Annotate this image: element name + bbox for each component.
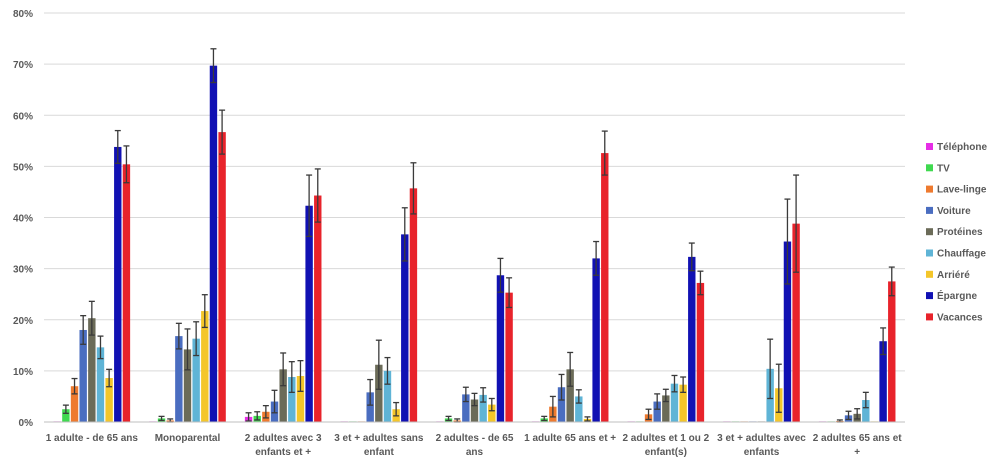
y-tick-label: 80% bbox=[13, 9, 33, 20]
legend-swatch bbox=[926, 313, 933, 321]
bar bbox=[792, 223, 800, 422]
x-tick-label: 1 adulte 65 ans et + bbox=[524, 433, 616, 444]
bar bbox=[688, 256, 696, 422]
bar bbox=[401, 234, 409, 422]
bar bbox=[70, 386, 79, 422]
bar bbox=[679, 384, 687, 422]
bar bbox=[201, 311, 209, 422]
bar bbox=[114, 146, 122, 422]
bar bbox=[670, 383, 679, 422]
bar bbox=[105, 378, 113, 422]
x-tick-label: 2 adultes et 1 ou 2 bbox=[622, 433, 709, 444]
bar bbox=[662, 395, 670, 422]
bar bbox=[566, 369, 574, 422]
bar bbox=[496, 275, 505, 422]
legend-swatch bbox=[926, 292, 933, 300]
legend-entry: TV bbox=[937, 163, 950, 174]
bar bbox=[783, 241, 792, 422]
x-tick-label: enfant bbox=[364, 447, 395, 458]
legend-entry: Lave-linge bbox=[937, 185, 987, 196]
y-tick-label: 50% bbox=[13, 162, 33, 173]
bar bbox=[879, 341, 887, 422]
bar bbox=[479, 394, 487, 422]
y-tick-label: 40% bbox=[13, 214, 33, 225]
bar bbox=[375, 364, 383, 422]
x-tick-label: enfant(s) bbox=[645, 447, 687, 458]
legend-entry: Vacances bbox=[937, 312, 983, 323]
bar bbox=[862, 400, 870, 422]
legend-swatch bbox=[926, 206, 933, 214]
bar bbox=[79, 329, 87, 422]
legend-entry: Téléphone bbox=[937, 142, 987, 153]
bar bbox=[575, 396, 583, 422]
x-tick-label: 1 adulte - de 65 ans bbox=[46, 433, 139, 444]
x-axis: 1 adulte - de 65 ans Monoparental 2 adulte… bbox=[44, 421, 905, 458]
bar bbox=[383, 370, 392, 423]
x-tick-label: 2 adultes - de 65 bbox=[436, 433, 514, 444]
y-axis: 0% 10% 20% 30% 40% 50% 60% 70% 80% bbox=[13, 9, 33, 429]
bar bbox=[366, 392, 374, 422]
bar bbox=[122, 164, 131, 422]
x-tick-label: Monoparental bbox=[155, 433, 221, 444]
legend-swatch bbox=[926, 164, 933, 172]
x-tick-label: 3 et + adultes sans bbox=[334, 433, 424, 444]
legend-swatch bbox=[926, 249, 933, 257]
bar bbox=[653, 401, 661, 422]
bar bbox=[279, 369, 287, 422]
bar bbox=[183, 349, 192, 422]
bar bbox=[296, 375, 305, 422]
x-tick-label: 3 et + adultes avec bbox=[717, 433, 806, 444]
legend: Téléphone TV Lave-linge Voiture Protéines Cha… bbox=[926, 142, 987, 323]
legend-swatch bbox=[926, 228, 933, 236]
bar bbox=[62, 409, 70, 422]
bar bbox=[888, 281, 896, 422]
bar bbox=[218, 132, 226, 422]
y-tick-label: 30% bbox=[13, 265, 33, 276]
bar bbox=[88, 318, 96, 422]
legend-swatch bbox=[926, 185, 933, 193]
bar bbox=[96, 347, 105, 422]
bar bbox=[175, 336, 183, 422]
legend-swatch bbox=[926, 270, 933, 278]
x-tick-label: ans bbox=[466, 447, 484, 458]
bar bbox=[462, 394, 470, 422]
bar bbox=[470, 399, 479, 422]
bar bbox=[288, 377, 296, 422]
bar bbox=[305, 205, 313, 422]
error-bars bbox=[62, 48, 895, 423]
bar bbox=[505, 292, 513, 422]
x-tick-label: enfants bbox=[744, 447, 780, 458]
gridlines bbox=[44, 12, 905, 423]
bar bbox=[209, 65, 218, 422]
x-tick-label: enfants et + bbox=[255, 447, 311, 458]
bar bbox=[601, 153, 609, 422]
y-tick-label: 70% bbox=[13, 60, 33, 71]
legend-swatch bbox=[926, 143, 933, 150]
x-tick-label: + bbox=[854, 447, 860, 458]
legend-entry: Arriéré bbox=[937, 270, 970, 281]
bar bbox=[409, 188, 418, 422]
y-tick-label: 60% bbox=[13, 111, 33, 122]
x-tick-label: 2 adultes 65 ans et bbox=[813, 433, 903, 444]
legend-entry: Voiture bbox=[937, 206, 971, 217]
y-tick-label: 20% bbox=[13, 316, 33, 327]
bar bbox=[192, 338, 200, 422]
bar bbox=[557, 387, 566, 422]
x-tick-label: 2 adultes avec 3 bbox=[245, 433, 322, 444]
legend-entry: Protéines bbox=[937, 227, 983, 238]
legend-entry: Chauffage bbox=[937, 249, 986, 260]
y-tick-label: 10% bbox=[13, 367, 33, 378]
bars bbox=[53, 65, 896, 423]
bar bbox=[696, 282, 705, 422]
bar bbox=[314, 195, 322, 422]
bar bbox=[488, 404, 496, 422]
legend-entry: Épargne bbox=[937, 289, 977, 302]
bar bbox=[592, 258, 600, 422]
y-tick-label: 0% bbox=[19, 418, 34, 429]
